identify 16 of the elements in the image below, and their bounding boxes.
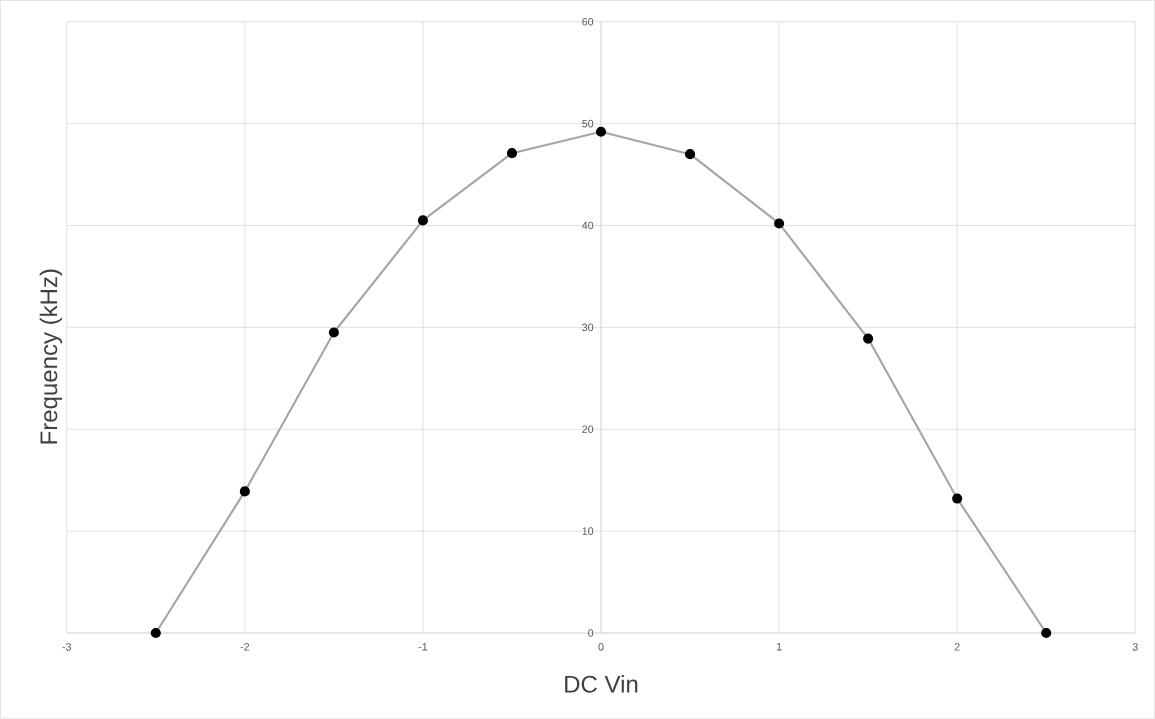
x-tick-label: -2 <box>240 643 250 651</box>
x-axis-title: DC Vin <box>565 675 638 693</box>
y-tick-label: 0 <box>588 629 594 637</box>
y-tick-label: 60 <box>582 18 594 26</box>
y-tick-label: 50 <box>582 119 594 128</box>
y-tick-label: 10 <box>582 527 594 536</box>
x-tick-label: 3 <box>1132 643 1138 651</box>
y-axis-title: Frequency (kHz) <box>39 269 63 444</box>
y-tick-label: 40 <box>582 221 594 230</box>
y-tick-label: 30 <box>582 323 594 332</box>
y-tick-label: 20 <box>582 425 594 434</box>
x-tick-label: 2 <box>954 643 960 651</box>
x-tick-label: -1 <box>418 643 428 651</box>
x-tick-label: 0 <box>598 643 604 651</box>
x-tick-label: -3 <box>62 643 72 651</box>
x-tick-label: 1 <box>776 643 782 651</box>
